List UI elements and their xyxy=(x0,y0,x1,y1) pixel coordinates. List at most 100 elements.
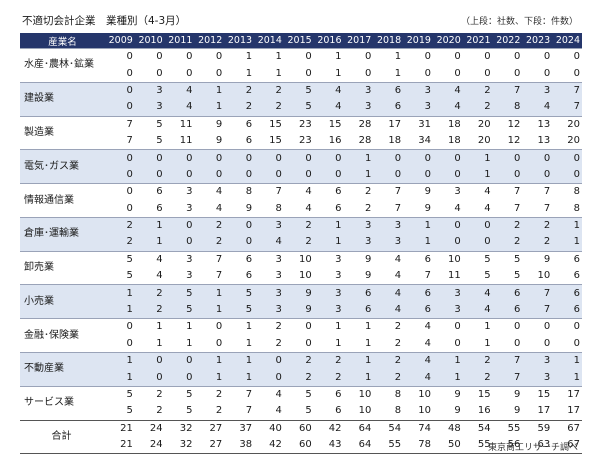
company-count-cell: 42 xyxy=(328,422,342,434)
company-count-cell: 0 xyxy=(514,321,521,333)
company-count-cell: 0 xyxy=(492,149,523,167)
company-count-cell: 0 xyxy=(364,51,372,63)
company-count-cell: 3 xyxy=(254,284,284,302)
company-count-cell: 0 xyxy=(573,321,580,333)
company-count-cell: 5 xyxy=(484,253,491,265)
year-header: 2020 xyxy=(432,33,463,49)
companies-row: サービス業 5 2 5 2 7 4 5 6 10 8 10 9 15 9 15 17 xyxy=(20,386,582,408)
company-count-cell: 9 xyxy=(283,284,314,302)
case-count-cell: 64 xyxy=(358,439,372,451)
company-count-cell: 6 xyxy=(552,284,582,302)
case-count-cell: 4 xyxy=(254,234,284,252)
company-count-cell: 4 xyxy=(432,82,463,100)
industry-table: 産業名 2009 2010 2011 2012 2013 2014 2015 2016 2017… xyxy=(20,33,582,454)
case-count-cell: 5 xyxy=(126,270,133,282)
case-count-cell: 6 xyxy=(245,270,253,282)
case-count-cell: 2 xyxy=(462,369,493,387)
company-count-cell: 4 xyxy=(484,186,491,198)
company-count-cell: 0 xyxy=(432,217,463,235)
case-count-cell: 67 xyxy=(567,439,580,451)
company-count-cell: 4 xyxy=(164,82,195,100)
company-count-cell: 2 xyxy=(283,217,314,235)
case-count-cell: 2 xyxy=(194,234,225,252)
company-count-cell: 0 xyxy=(105,149,135,167)
case-count-cell: 55 xyxy=(388,439,402,451)
case-count-cell: 5 xyxy=(164,301,195,319)
case-count-cell: 1 xyxy=(364,337,372,349)
company-count-cell: 15 xyxy=(537,389,551,400)
case-count-cell: 2 xyxy=(522,234,553,252)
case-count-cell: 23 xyxy=(298,135,312,147)
case-count-cell: 7 xyxy=(514,202,521,214)
company-count-cell: 6 xyxy=(245,118,253,130)
company-count-cell: 7 xyxy=(514,186,521,198)
case-count-cell: 55 xyxy=(477,439,491,451)
company-count-cell: 11 xyxy=(179,118,193,130)
year-header: 2013 xyxy=(224,33,255,49)
case-count-cell: 0 xyxy=(224,234,255,252)
company-count-cell: 10 xyxy=(358,389,372,400)
company-count-cell: 4 xyxy=(313,82,344,100)
company-count-cell: 0 xyxy=(543,321,551,333)
case-count-cell: 2 xyxy=(275,337,282,349)
company-count-cell: 1 xyxy=(432,352,463,370)
company-count-cell: 0 xyxy=(164,149,195,167)
case-count-cell: 78 xyxy=(418,439,431,451)
company-count-cell: 2 xyxy=(275,321,282,333)
case-count-cell: 17 xyxy=(537,405,551,417)
company-count-cell: 7 xyxy=(245,389,253,400)
company-count-cell: 5 xyxy=(156,118,163,130)
case-count-cell: 3 xyxy=(186,202,193,214)
company-count-cell: 5 xyxy=(126,389,133,400)
company-count-cell: 2 xyxy=(134,284,165,302)
case-count-cell: 6 xyxy=(335,405,342,417)
year-header: 2024 xyxy=(552,33,582,49)
case-count-cell: 1 xyxy=(432,369,463,387)
company-count-cell: 6 xyxy=(424,253,431,265)
company-count-cell: 1 xyxy=(186,321,193,333)
company-count-cell: 4 xyxy=(394,253,402,265)
year-header: 2012 xyxy=(194,33,225,49)
case-count-cell: 7 xyxy=(424,270,431,282)
company-count-cell: 3 xyxy=(403,82,433,100)
case-count-cell: 3 xyxy=(313,301,344,319)
case-count-cell: 0 xyxy=(573,67,580,79)
case-count-cell: 2 xyxy=(105,234,135,252)
company-count-cell: 15 xyxy=(328,118,342,130)
case-count-cell: 3 xyxy=(403,99,433,117)
company-count-cell: 5 xyxy=(283,82,314,100)
company-count-cell: 0 xyxy=(313,149,344,167)
company-count-cell: 1 xyxy=(403,217,433,235)
company-count-cell: 1 xyxy=(343,149,374,167)
case-count-cell: 7 xyxy=(245,405,253,417)
case-count-cell: 6 xyxy=(245,135,253,147)
case-count-cell: 0 xyxy=(134,369,165,387)
case-count-cell: 0 xyxy=(126,67,133,79)
company-count-cell: 15 xyxy=(269,118,282,130)
company-count-cell: 6 xyxy=(343,284,374,302)
case-count-cell: 0 xyxy=(514,337,521,349)
case-count-cell: 1 xyxy=(245,67,253,79)
company-count-cell: 74 xyxy=(418,422,431,434)
case-count-cell: 5 xyxy=(305,405,312,417)
company-count-cell: 1 xyxy=(194,352,225,370)
company-count-cell: 3 xyxy=(313,284,344,302)
company-count-cell: 0 xyxy=(484,51,491,63)
case-count-cell: 0 xyxy=(105,99,135,117)
industry-group: 水産･農林･鉱業 0 0 0 0 1 1 0 1 0 1 0 0 0 0 0 0 0 0 0 0 1 1 0 1 0 1 0 0 0 0 0 0 xyxy=(20,48,582,83)
case-count-cell: 21 xyxy=(120,439,133,451)
company-count-cell: 0 xyxy=(373,149,404,167)
company-count-cell: 3 xyxy=(522,352,553,370)
case-count-cell: 0 xyxy=(126,337,133,349)
companies-row: 卸売業 5 4 3 7 6 3 10 3 9 4 6 10 5 5 9 6 xyxy=(20,251,582,273)
company-count-cell: 3 xyxy=(186,253,193,265)
case-count-cell: 1 xyxy=(156,337,163,349)
industry-group: 不動産業 1 0 0 1 1 0 2 2 1 2 4 1 2 7 3 1 1 0 0 1 1 0 2 2 1 2 4 1 2 7 3 1 xyxy=(20,352,582,387)
company-count-cell: 18 xyxy=(448,118,461,130)
case-count-cell: 5 xyxy=(484,270,491,282)
industry-group: 建設業 0 3 4 1 2 2 5 4 3 6 3 4 2 7 3 7 0 3 4 1 2 2 5 4 3 6 3 4 2 8 4 7 xyxy=(20,82,582,117)
case-count-cell: 1 xyxy=(194,369,225,387)
company-count-cell: 48 xyxy=(448,422,461,434)
company-count-cell: 67 xyxy=(567,422,580,434)
